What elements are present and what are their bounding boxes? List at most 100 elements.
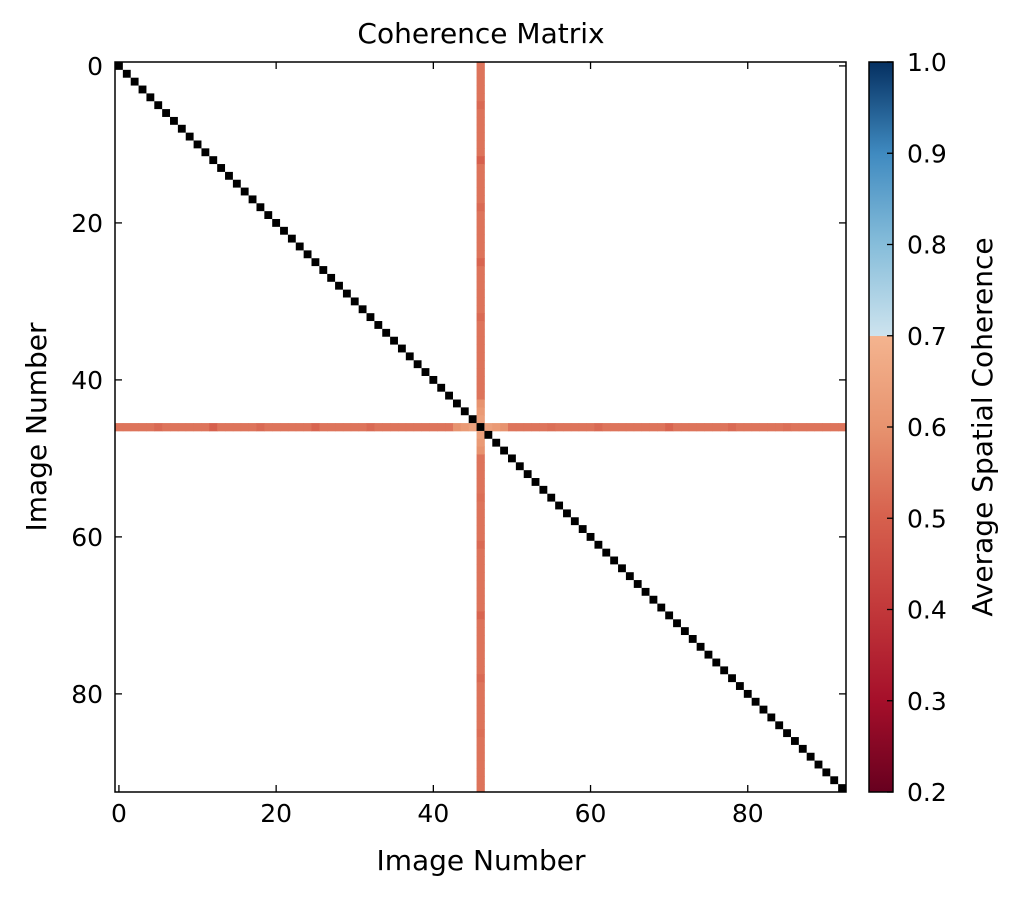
diagonal-cell <box>578 525 587 533</box>
heatmap-cell <box>759 423 768 432</box>
heatmap-cell <box>838 423 847 432</box>
heatmap-cell <box>476 93 485 102</box>
heatmap-cell <box>295 423 305 432</box>
heatmap-cell <box>476 587 485 597</box>
heatmap-cell <box>476 391 485 400</box>
diagonal-cell <box>665 611 674 620</box>
diagonal-cell <box>390 336 398 345</box>
diagonal-cell <box>492 438 501 447</box>
heatmap-cell <box>421 423 430 432</box>
heatmap-cell <box>476 164 485 173</box>
x-tick-label: 20 <box>260 799 292 828</box>
diagonal-cell <box>185 132 194 141</box>
heatmap-cell <box>476 682 485 691</box>
heatmap-cell <box>476 140 485 149</box>
y-axis: 0 20 40 60 80 <box>71 52 846 709</box>
heatmap-cell <box>476 548 485 557</box>
heatmap-cell <box>476 179 485 189</box>
diagonal-cell <box>696 642 705 651</box>
heatmap-cell <box>476 289 485 298</box>
heatmap-cell <box>476 77 485 86</box>
heatmap-cell <box>476 258 485 267</box>
diagonal-cell <box>822 768 831 777</box>
chart-title: Coherence Matrix <box>357 17 604 50</box>
diagonal-cell <box>586 532 595 541</box>
heatmap-cell <box>476 768 485 777</box>
diagonal-cell <box>154 101 163 110</box>
heatmap-cell <box>476 493 485 502</box>
heatmap-cell <box>476 242 485 251</box>
x-axis: 0 20 40 60 80 <box>111 62 764 828</box>
diagonal-cell <box>610 556 619 565</box>
heatmap-cell <box>327 423 336 432</box>
heatmap-cell <box>366 423 375 432</box>
heatmap-cell <box>476 62 485 71</box>
diagonal-cell <box>484 430 493 439</box>
heatmap-cell <box>476 187 485 196</box>
diagonal-cell <box>405 352 414 361</box>
heatmap-cell <box>476 218 485 228</box>
heatmap-cell <box>476 344 485 353</box>
heatmap-cell <box>751 423 760 432</box>
diagonal-cell <box>272 218 281 227</box>
heatmap-cell <box>476 627 485 636</box>
heatmap-cell <box>586 423 595 432</box>
diagonal-cell <box>193 140 202 149</box>
heatmap-cell <box>476 485 485 495</box>
diagonal-cell <box>563 509 571 518</box>
colorbar-tick-label: 0.2 <box>907 778 947 807</box>
diagonal-cell <box>508 454 516 463</box>
heatmap-cell <box>217 423 226 432</box>
heatmap-cell <box>476 352 485 361</box>
heatmap-cell <box>476 368 485 377</box>
heatmap-cell <box>476 689 485 699</box>
heatmap-cell <box>743 423 753 432</box>
colorbar-title: Average Spatial Coherence <box>966 237 999 616</box>
heatmap-cell <box>476 744 485 754</box>
diagonal-cell <box>201 148 210 157</box>
heatmap-cell <box>515 423 525 432</box>
diagonal-cell <box>704 650 713 659</box>
heatmap-cell <box>146 423 155 432</box>
heatmap-cell <box>806 423 815 432</box>
heatmap-cell <box>476 438 485 448</box>
heatmap-cell <box>783 423 792 432</box>
heatmap-cell <box>162 423 171 432</box>
diagonal-cell <box>547 493 556 502</box>
diagonal-cell <box>232 179 241 188</box>
heatmap-cell <box>688 423 698 432</box>
heatmap-cell <box>476 281 485 291</box>
heatmap-cell <box>476 430 485 440</box>
heatmap-cell <box>476 305 485 314</box>
heatmap-cell <box>649 423 658 432</box>
heatmap-cell <box>484 423 493 432</box>
diagonal-cell <box>531 478 540 486</box>
heatmap-cell <box>476 721 485 730</box>
colorbar-tick-label: 1.0 <box>907 48 947 77</box>
heatmap-cell <box>476 635 485 644</box>
heatmap-cell <box>492 423 501 432</box>
diagonal-cell <box>162 109 171 117</box>
diagonal-cell <box>256 203 265 212</box>
heatmap-cell <box>185 423 195 432</box>
diagonal-cell <box>445 391 453 400</box>
heatmap-cell <box>476 697 485 707</box>
diagonal-cell <box>712 658 721 667</box>
heatmap-cell <box>720 423 729 432</box>
heatmap-cell <box>476 69 485 79</box>
diagonal-cell <box>633 580 642 588</box>
y-tick-label: 60 <box>71 523 103 552</box>
diagonal-cell <box>437 383 446 392</box>
heatmap-cell <box>413 423 422 432</box>
diagonal-cell <box>295 242 304 251</box>
heatmap-cell <box>476 446 485 455</box>
heatmap-cell <box>256 423 265 432</box>
heatmap-cell <box>335 423 344 432</box>
heatmap-cell <box>476 737 485 746</box>
diagonal-cell <box>303 250 312 259</box>
heatmap-cell <box>476 85 485 94</box>
heatmap-cell <box>476 532 485 542</box>
diagonal-cell <box>358 305 367 314</box>
diagonal-cell <box>468 415 477 424</box>
